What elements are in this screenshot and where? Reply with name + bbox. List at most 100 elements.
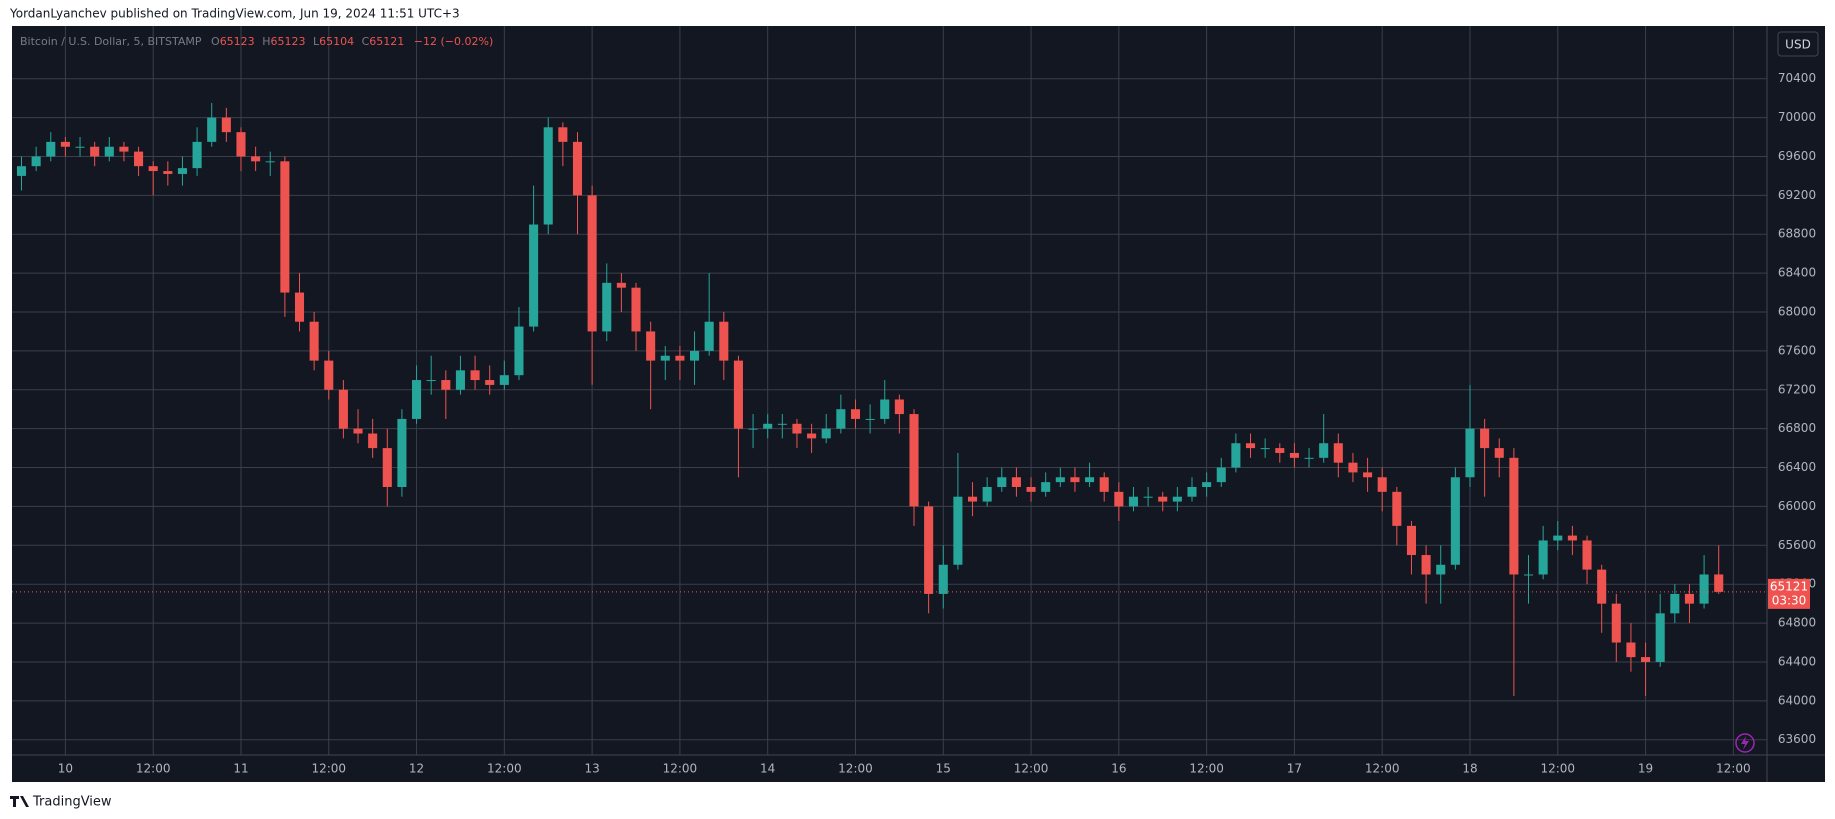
candle-body: [909, 414, 919, 507]
candle-body: [1509, 457, 1519, 575]
candle-body: [1377, 477, 1387, 492]
candle-body: [821, 428, 831, 439]
x-tick-label: 10: [58, 762, 73, 776]
legend-label: H: [262, 35, 270, 48]
x-tick-label: 12: [409, 762, 424, 776]
candle-body: [1553, 535, 1563, 541]
candle-body: [1158, 496, 1168, 502]
candle-body: [924, 506, 934, 594]
candle-body: [572, 141, 583, 196]
x-tick-label: 12:00: [1014, 762, 1049, 776]
candle-body: [733, 360, 743, 429]
candle-body: [1143, 496, 1153, 498]
candle-body: [1172, 496, 1182, 502]
candle-body: [1011, 477, 1021, 487]
candle-body: [1684, 593, 1694, 604]
y-tick-label: 64400: [1778, 654, 1816, 668]
candle-body: [1099, 477, 1109, 492]
y-tick-label: 65600: [1778, 538, 1816, 552]
candle-body: [251, 156, 261, 162]
candle-body: [1406, 525, 1416, 556]
candle-body: [1216, 467, 1226, 483]
candle-body: [1611, 603, 1621, 643]
candle-body: [1523, 574, 1534, 576]
candle-body: [748, 428, 758, 430]
y-tick-label: 69600: [1778, 149, 1816, 163]
candle-body: [90, 146, 100, 157]
candle-body: [46, 141, 56, 157]
candle-body: [1450, 477, 1460, 565]
candle-body: [353, 428, 363, 434]
candle-body: [309, 321, 319, 361]
lightning-icon[interactable]: [1735, 733, 1755, 753]
candle-body: [104, 146, 114, 157]
x-tick-label: 12:00: [136, 762, 171, 776]
candle-body: [1187, 486, 1197, 497]
candle-body: [953, 496, 963, 565]
candle-body: [382, 448, 392, 487]
candle-body: [1699, 574, 1709, 604]
x-tick-label: 12:00: [1540, 762, 1575, 776]
candle-body: [1670, 593, 1680, 614]
candle-body: [894, 399, 904, 415]
x-tick-label: 18: [1462, 762, 1477, 776]
legend-label: L: [313, 35, 320, 48]
candle-body: [1494, 448, 1504, 458]
last-price-label: 65121: [1770, 579, 1808, 593]
candle-body: [1260, 448, 1270, 450]
candle-body: [1245, 443, 1256, 449]
candle-body: [938, 564, 948, 594]
x-tick-label: 12:00: [838, 762, 873, 776]
y-tick-label: 70400: [1778, 71, 1816, 85]
y-tick-label: 64800: [1778, 616, 1816, 630]
plot: [12, 26, 1767, 755]
candle-body: [1363, 472, 1373, 478]
candle-body: [1348, 462, 1358, 473]
legend-value: 65121: [369, 35, 404, 48]
chart-background: [12, 26, 1825, 782]
y-tick-label: 68400: [1778, 266, 1816, 280]
candle-body: [1026, 486, 1036, 492]
y-tick-label: 63600: [1778, 732, 1816, 746]
y-tick-label: 66400: [1778, 460, 1816, 474]
candle-body: [1289, 452, 1299, 458]
candle-body: [1304, 457, 1314, 459]
candle-body: [616, 282, 626, 288]
candle-body: [236, 132, 246, 157]
candle-body: [763, 423, 773, 429]
candle-body: [1333, 443, 1343, 463]
candle-body: [397, 418, 407, 487]
candle-body: [792, 423, 802, 434]
currency-label[interactable]: USD: [1785, 38, 1811, 52]
x-tick-label: 16: [1111, 762, 1126, 776]
legend-change: −12 (−0.02%): [414, 35, 493, 48]
x-tick-label: 19: [1638, 762, 1653, 776]
candle-body: [1626, 642, 1636, 658]
candle-body: [1319, 443, 1329, 458]
candle-body: [1041, 482, 1051, 492]
candle-body: [1436, 564, 1446, 575]
currency-button[interactable]: [1777, 31, 1819, 57]
legend: Bitcoin / U.S. Dollar, 5, BITSTAMP O6512…: [20, 35, 493, 48]
candle-body: [412, 380, 422, 419]
candle-body: [1641, 657, 1651, 662]
last-price-tag: [1768, 578, 1810, 609]
candle-body: [675, 355, 685, 361]
x-tick-label: 12:00: [1365, 762, 1400, 776]
candle-body: [470, 370, 480, 381]
candle-body: [16, 166, 27, 176]
candle-body: [148, 166, 158, 172]
candle-body: [60, 141, 70, 147]
candle-body: [324, 360, 334, 390]
x-tick-label: 12:00: [663, 762, 698, 776]
candle-body: [514, 326, 524, 376]
candle-body: [1582, 540, 1592, 570]
candle-body: [192, 141, 202, 169]
candle-body: [338, 389, 348, 429]
candle-body: [850, 409, 861, 419]
candle-body: [1538, 540, 1548, 575]
x-tick-label: 13: [584, 762, 599, 776]
y-tick-label: 64000: [1778, 693, 1816, 707]
candle-body: [280, 161, 290, 293]
